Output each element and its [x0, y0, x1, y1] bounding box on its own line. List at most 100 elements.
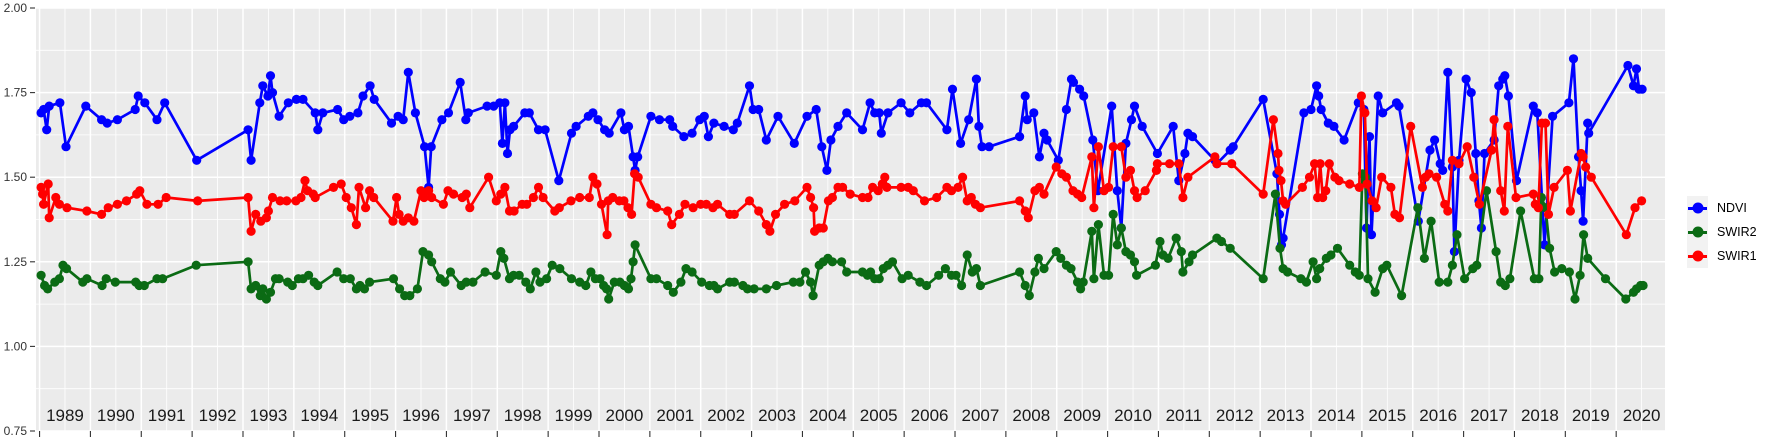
data-point [1087, 226, 1097, 236]
data-point [857, 125, 868, 135]
data-point [674, 209, 685, 219]
data-point [826, 135, 836, 145]
data-point [1116, 223, 1126, 233]
data-point [267, 88, 278, 98]
data-point [1187, 132, 1198, 142]
data-point [514, 270, 524, 280]
year-label: 2004 [809, 406, 847, 425]
data-point [1108, 209, 1118, 219]
data-point [455, 77, 465, 87]
data-point [533, 125, 544, 135]
data-point [427, 257, 437, 267]
data-point [533, 182, 544, 192]
data-point [651, 274, 662, 284]
data-point [246, 155, 256, 165]
data-point [882, 182, 892, 192]
data-point [1023, 213, 1033, 223]
data-point [956, 138, 966, 148]
data-point [1324, 159, 1334, 169]
data-point [251, 209, 261, 219]
year-label: 2006 [911, 406, 949, 425]
legend-key-swir2 [1687, 220, 1708, 244]
data-point [502, 148, 513, 159]
data-point [482, 101, 492, 111]
data-point [876, 128, 886, 138]
data-point [275, 196, 285, 206]
data-point [966, 192, 976, 203]
data-point [1443, 277, 1453, 287]
data-point [491, 196, 501, 206]
data-point [39, 199, 49, 209]
data-point [663, 280, 673, 291]
data-point [140, 98, 150, 108]
data-point [592, 179, 602, 189]
data-point [246, 226, 256, 236]
data-point [419, 192, 429, 203]
data-point [1315, 264, 1325, 274]
data-point [1434, 277, 1444, 287]
data-point [62, 203, 72, 213]
data-point [703, 132, 714, 142]
data-point [623, 121, 634, 131]
data-point [1126, 115, 1137, 125]
data-point [263, 206, 273, 216]
data-point [345, 111, 355, 121]
year-label: 1994 [300, 406, 338, 425]
data-point [130, 104, 140, 115]
data-point [566, 196, 576, 206]
data-point [874, 108, 884, 118]
data-point [1562, 165, 1572, 175]
legend-label-swir2: SWIR2 [1717, 225, 1757, 239]
data-point [1479, 148, 1490, 159]
data-point [1093, 142, 1103, 152]
data-point [499, 253, 509, 263]
data-point [274, 274, 284, 284]
grid-minor [36, 8, 1665, 431]
data-point [619, 196, 629, 206]
data-point [1274, 165, 1284, 175]
year-label: 2007 [962, 406, 1000, 425]
data-point [1332, 243, 1343, 253]
data-point [1022, 115, 1032, 125]
data-point [1394, 101, 1404, 111]
data-point [1278, 233, 1288, 243]
data-point [555, 264, 565, 274]
data-point [386, 118, 397, 128]
data-point [1132, 270, 1142, 280]
data-point [142, 199, 152, 209]
data-point [1548, 111, 1558, 121]
data-point [267, 192, 278, 203]
data-point [800, 267, 811, 277]
data-point [38, 189, 48, 199]
data-point [369, 94, 379, 104]
data-point [962, 250, 972, 260]
data-point [1443, 206, 1453, 216]
data-point [1308, 257, 1318, 267]
data-point [1270, 189, 1280, 199]
data-point [1564, 267, 1574, 277]
data-point [1268, 115, 1278, 125]
data-point [509, 206, 519, 216]
data-point [974, 121, 984, 131]
data-point [770, 209, 781, 219]
data-point [97, 209, 107, 219]
legend-entry-swir1: SWIR1 [1687, 244, 1757, 268]
data-point [1015, 132, 1025, 142]
data-point [496, 189, 506, 199]
data-point [1121, 172, 1131, 182]
data-point [1413, 203, 1423, 213]
data-point [795, 277, 805, 287]
data-point [971, 264, 982, 274]
data-point [388, 274, 399, 284]
data-point [1534, 274, 1544, 284]
data-point [1150, 260, 1160, 270]
data-point [1258, 189, 1268, 199]
data-point [1297, 182, 1307, 192]
data-point [274, 111, 284, 121]
data-point [744, 81, 755, 91]
data-point [403, 67, 413, 77]
year-label: 2001 [656, 406, 694, 425]
data-point [697, 277, 707, 287]
data-point [409, 216, 419, 226]
data-point [1276, 176, 1286, 186]
